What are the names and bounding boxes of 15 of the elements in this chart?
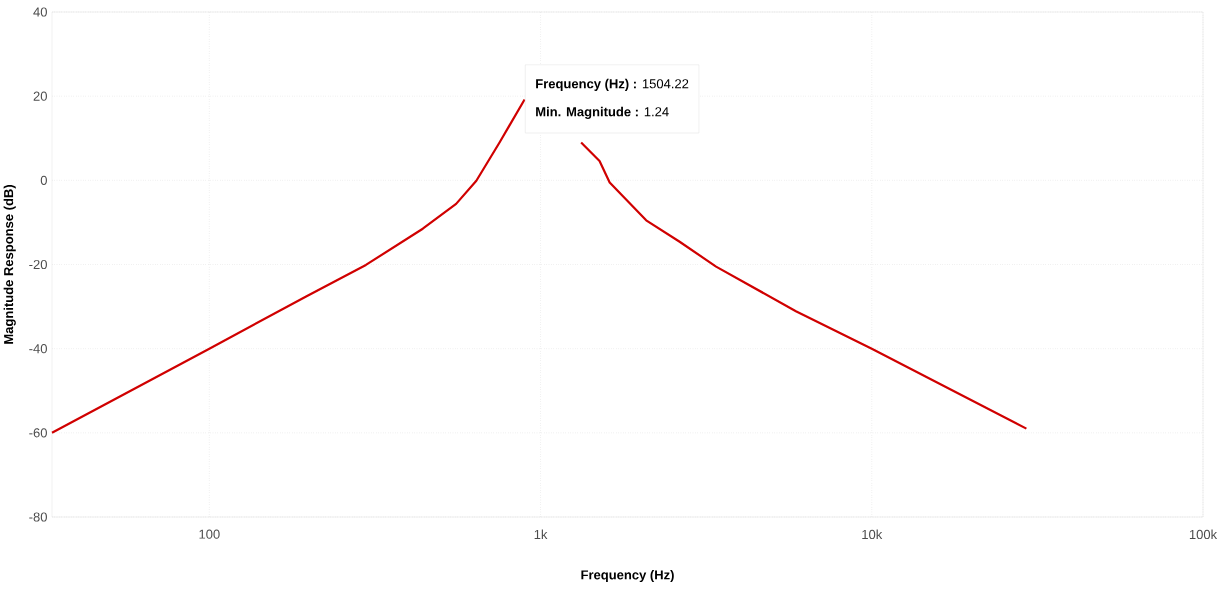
x-tick-label: 100	[199, 529, 220, 539]
y-tick-label: -60	[29, 428, 47, 438]
y-tick-label: -80	[29, 512, 47, 522]
x-axis-title: Frequency (Hz)	[581, 569, 674, 583]
x-tick-label: 10k	[862, 529, 883, 540]
y-tick-label: 20	[33, 91, 47, 101]
annotation: Min. Magnitude : 1.24	[536, 106, 669, 119]
x-tick-label: 100k	[1189, 529, 1218, 540]
y-axis-title: Magnitude Response (dB)	[3, 184, 16, 344]
y-tick-label: 0	[40, 175, 47, 185]
x-tick-label: 1k	[534, 529, 548, 539]
y-tick-label: -40	[29, 344, 47, 354]
annotation: Frequency (Hz) : 1504.22	[536, 78, 689, 91]
y-tick-label: 40	[33, 7, 47, 17]
y-tick-label: -20	[29, 259, 47, 270]
